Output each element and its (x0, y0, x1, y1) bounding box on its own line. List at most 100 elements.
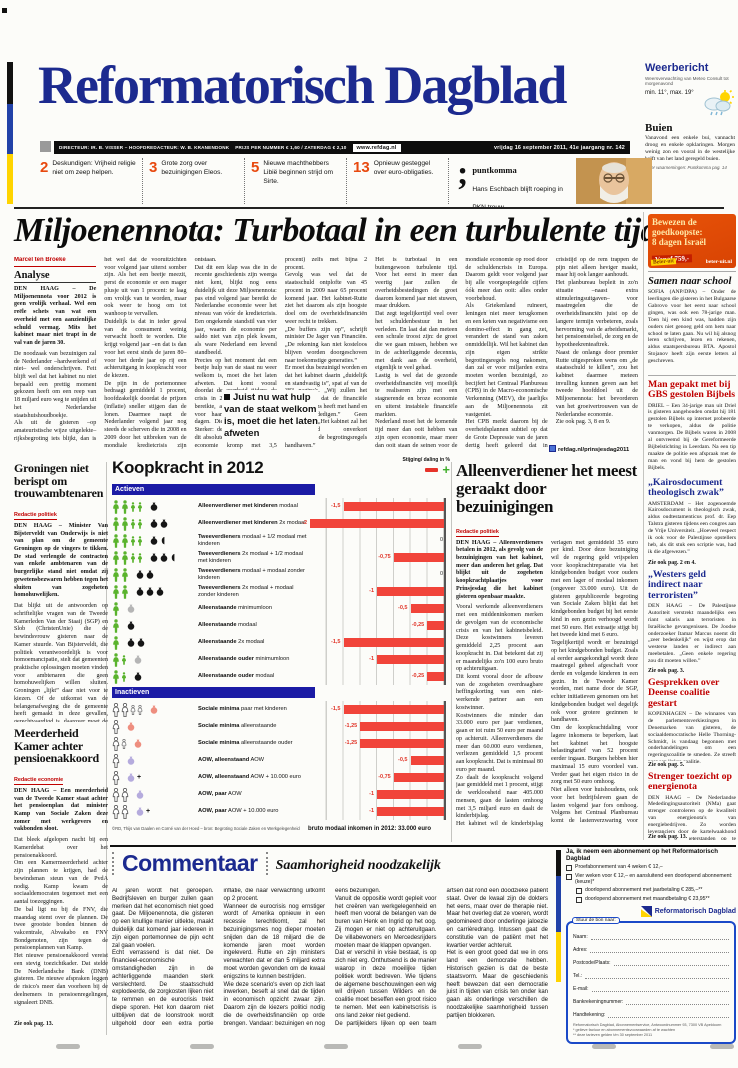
chart-bar (393, 773, 444, 782)
chart-plot-area: -1 (310, 583, 446, 600)
chart-footer: ©RD, Thijs van Daalen en Corné van der H… (112, 826, 450, 832)
weather-body: Vanavond een enkele bui, vannacht droog … (645, 135, 735, 163)
checkbox-icon[interactable] (576, 897, 582, 903)
article-byline: Redactie politiek (14, 511, 57, 520)
article-body: Dat bleek afgelopen nacht bij een Kamerd… (14, 837, 108, 1006)
field-label: E-mail: (573, 986, 589, 992)
bank-account-field[interactable] (626, 999, 729, 1005)
bar-square (40, 141, 51, 152)
sidebar-body: KOPENHAGEN – De winnares van de parlemen… (648, 710, 736, 766)
article-weblink[interactable]: refdag.nl/prinsjesdag2011 (548, 444, 640, 454)
ad-line2: 8 dagen Israël (652, 236, 706, 247)
teaser-page-number: 2 (40, 159, 49, 176)
website-link[interactable]: www.refdag.nl (352, 143, 401, 152)
commentary-body: Al jaren wordt het geroepen. Bedrijfslev… (112, 888, 548, 1027)
household-pictogram (112, 702, 198, 717)
divider (648, 375, 736, 376)
chart-row-label: Alleenstaande 2x modaal (198, 639, 265, 646)
sidebar-item-deense-coalitie: Gesprekken over Deense coalitie gestart … (648, 678, 736, 768)
fold-mark (324, 1044, 348, 1049)
sidebar-body: DEN HAAG – De Palestijnse Autoriteit ver… (648, 602, 736, 665)
info-bar: DIRECTEUR: IR. B. VISSER – HOOFDREDACTEU… (54, 141, 630, 154)
address-field[interactable] (590, 947, 729, 953)
chart-bar (377, 790, 444, 799)
registration-mark (2, 8, 7, 13)
chart-value-label: -1,25 (344, 740, 358, 746)
sidebar-item-westers-geld: „Westers geld indirect naar terroristen”… (648, 570, 736, 674)
ad-line1: Bewezen de goedkoopste: (652, 217, 703, 237)
rd-flag-icon (640, 906, 652, 917)
chart-value-label: -0,75 (378, 774, 391, 780)
edge-strip-yellow (7, 154, 13, 204)
chart-value-label: -0,25 (411, 673, 425, 679)
main-byline: Marcel ten Broeke (14, 257, 97, 267)
coupon-option[interactable]: doorlopend abonnement met jaarbetaling €… (576, 887, 736, 894)
coupon-fineprint: Reformatorisch Dagblad, Abonnementservic… (573, 1023, 722, 1027)
email-field[interactable] (591, 986, 729, 992)
chart-row: Alleenstaande modaal -0,25 (112, 617, 450, 634)
edge-strip-blue (7, 104, 13, 154)
article-byline: Redactie politiek (456, 528, 499, 537)
household-pictogram: + (112, 804, 198, 819)
chart-row: Alleenstaande ouder minimumloon -1 (112, 651, 450, 668)
checkbox-icon[interactable] (576, 888, 582, 894)
household-pictogram (112, 567, 198, 582)
chart-xlabel: bruto modaal inkomen in 2012: 33.000 eur… (308, 826, 432, 832)
household-pictogram (112, 516, 198, 531)
chart-bar (393, 553, 444, 562)
sidebar-title: Man gepakt met bij GBS gestolen Bijbels (648, 380, 736, 401)
coupon-option[interactable]: Vier weken voor € 12,– en aansluitend ee… (566, 873, 736, 885)
chart-plot-area: -1,5 (310, 701, 446, 718)
household-pictogram (112, 787, 198, 802)
sidebar-body: DRIEL – Een 34-jarige man uit Driel is g… (648, 402, 736, 471)
signature-field[interactable] (608, 1012, 729, 1018)
household-pictogram (112, 753, 198, 768)
chart-section-band: Actieven (112, 484, 315, 495)
weather-title: Weerbericht (645, 62, 709, 74)
commentary-title: Commentaar (112, 852, 268, 875)
chart-value-label: -1 (369, 656, 374, 662)
newspaper-title: Reformatorisch Dagblad (38, 55, 567, 115)
chart-value-label: -1 (369, 588, 374, 594)
coupon-option[interactable]: doorlopend abonnement met maandbetaling … (576, 896, 736, 903)
coupon-title: Ja, ik neem een abonnement op het Reform… (566, 848, 718, 862)
sidebar-item-gestolen-bijbels: Man gepakt met bij GBS gestolen Bijbels … (648, 380, 736, 474)
fold-mark (458, 1044, 482, 1049)
weather-panel: Weerbericht Weersverwachting van Meteo C… (645, 62, 735, 171)
chart-bar (377, 807, 444, 816)
postcode-field[interactable] (613, 960, 729, 966)
advertisement[interactable]: Bewezen de goedkoopste: 8 dagen Israël V… (648, 214, 736, 268)
name-field[interactable] (590, 934, 729, 940)
article-groningen: Groningen niet berispt om trouwambtenare… (14, 462, 108, 722)
ad-url[interactable]: beter-uit.nl (705, 259, 732, 265)
coupon-fineprint: * gelieve factuur en abonnementsvoorwaar… (573, 1027, 676, 1032)
see-also-note: Zie ook pag. 2 en 4. (648, 559, 698, 566)
chart-section-band: Inactieven (112, 687, 315, 698)
chart-value-label: 0 (439, 571, 443, 577)
chart-plot-area: -2 (302, 515, 446, 532)
chart-plot-area: 0 (310, 532, 446, 549)
chart-row-label: AOW, alleenstaand AOW + 10.000 euro (198, 774, 301, 781)
coupon-brand: Reformatorisch Dagblad (566, 906, 736, 917)
chart-bar (427, 621, 444, 630)
chart-value-label: -1 (369, 808, 374, 814)
chart-bar (377, 655, 444, 664)
checkbox-icon[interactable] (566, 865, 572, 871)
sidebar-item-samen-naar-school: Samen naar school SOFIA (ANP/DPA) – Onde… (648, 276, 736, 372)
household-pictogram (112, 652, 198, 667)
phone-field[interactable] (585, 973, 729, 979)
chart-plot-area: -1,5 (310, 634, 446, 651)
chart-rows: Actieven Alleenverdiener met kinderen mod… (112, 482, 450, 820)
chart-plot-area: -0,5 (310, 600, 446, 617)
checkbox-icon[interactable] (566, 874, 572, 880)
sidebar-body: AMSTERDAM – Het zogenoemde Kairosdocumen… (648, 500, 736, 556)
fold-mark (56, 1044, 80, 1049)
chart-row: Sociale minima alleenstaande ouder -1,25 (112, 735, 450, 752)
chart-value-label: -0,5 (398, 757, 408, 763)
sidebar-title: „Westers geld indirect naar terroristen” (648, 570, 706, 601)
teaser-page-number: 5 (251, 159, 260, 176)
coupon-option[interactable]: Proefabonnement van 4 weken € 12,– (566, 864, 736, 871)
chart-row-label: Alleenstaande ouder minimumloon (198, 656, 290, 663)
chart-legend: Stijging/ daling in % + (376, 457, 451, 475)
